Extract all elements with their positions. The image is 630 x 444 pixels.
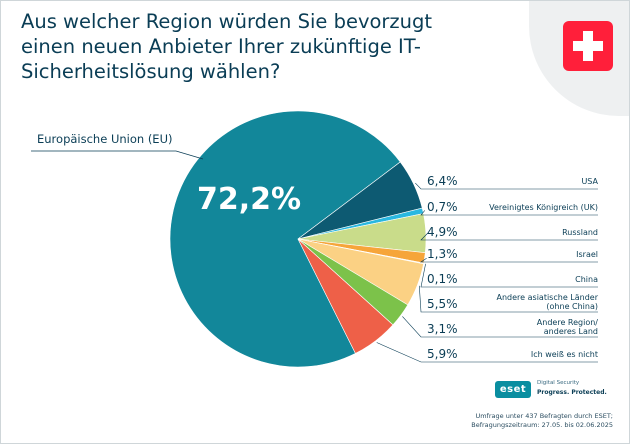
leader-line-5 xyxy=(420,263,598,288)
slice-value-6: 5,5% xyxy=(427,297,458,311)
leader-line-7 xyxy=(402,316,598,338)
slice-label-1: USA xyxy=(581,177,598,186)
leader-line-3 xyxy=(420,232,598,241)
leader-line-6 xyxy=(419,285,598,313)
pie-slice-0 xyxy=(169,110,401,368)
slice-label-4: Israel xyxy=(576,250,598,259)
swiss-flag-icon xyxy=(563,21,613,71)
slice-label-2: Vereinigtes Königreich (UK) xyxy=(489,203,598,212)
slice-label-3: Russland xyxy=(562,228,598,237)
footnote-line-1: Umfrage unter 437 Befragten durch ESET; xyxy=(475,412,613,420)
footnote: Umfrage unter 437 Befragten durch ESET; … xyxy=(413,412,613,430)
slice-value-8: 5,9% xyxy=(427,347,458,361)
leader-line-1 xyxy=(415,182,598,190)
eset-badge: eset xyxy=(495,381,531,398)
leader-line-8 xyxy=(376,342,598,363)
slice-value-3: 4,9% xyxy=(427,225,458,239)
footnote-line-2: Befragungszeitraum: 27.05. bis 02.06.202… xyxy=(471,421,613,429)
leader-line-0 xyxy=(31,150,204,160)
slice-label-6: Andere asiatische Länder (ohne China) xyxy=(497,293,599,311)
slice-label-8: Ich weiß es nicht xyxy=(531,350,598,359)
leader-line-4 xyxy=(420,257,598,263)
slice-label-5: China xyxy=(575,275,598,284)
chart-title: Aus welcher Region würden Sie bevorzugt … xyxy=(21,10,433,83)
slice-label-7: Andere Region/anderes Land xyxy=(537,318,599,336)
slice-value-1: 6,4% xyxy=(427,174,458,188)
slice-value-0: 72,2% xyxy=(197,182,301,217)
slice-value-4: 1,3% xyxy=(427,247,458,261)
leader-line-2 xyxy=(420,210,598,216)
slice-value-7: 3,1% xyxy=(427,322,458,336)
pie-slice-8 xyxy=(297,238,394,354)
slice-label-0: Europäische Union (EU) xyxy=(37,132,172,146)
eset-logo: eset Digital Security Progress. Protecte… xyxy=(495,379,615,405)
eset-tagline-2: Progress. Protected. xyxy=(537,389,607,396)
slice-value-2: 0,7% xyxy=(427,200,458,214)
slice-value-5: 0,1% xyxy=(427,272,458,286)
eset-tagline-1: Digital Security xyxy=(537,380,580,386)
